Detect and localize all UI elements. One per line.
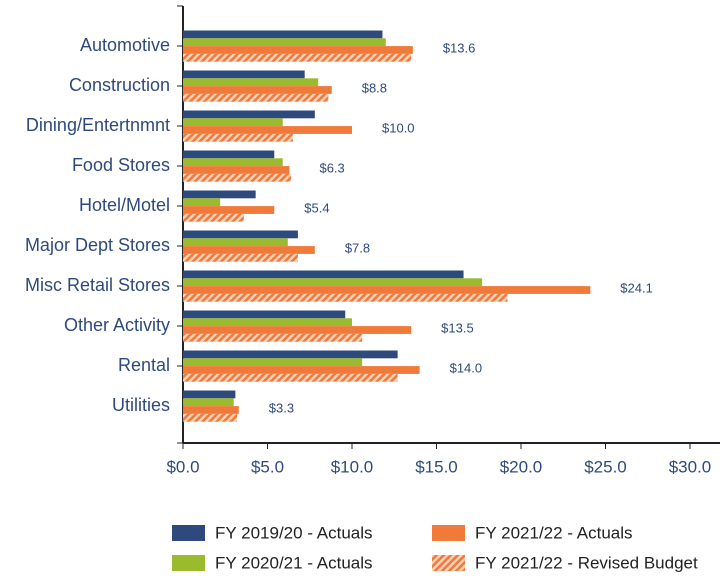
bar bbox=[183, 198, 221, 207]
bar bbox=[183, 126, 352, 134]
bar bbox=[183, 326, 412, 334]
data-label: $14.0 bbox=[450, 360, 483, 375]
bar bbox=[183, 93, 329, 102]
x-tick-label: $15.0 bbox=[415, 457, 458, 476]
y-tick-label: Rental bbox=[118, 355, 170, 375]
bar bbox=[183, 46, 413, 54]
legend-label: FY 2021/22 - Actuals bbox=[475, 523, 633, 542]
data-label: $6.3 bbox=[319, 160, 344, 175]
y-tick-label: Automotive bbox=[80, 35, 170, 55]
y-tick-label: Construction bbox=[69, 75, 170, 95]
legend-swatch bbox=[432, 555, 465, 571]
bar bbox=[183, 333, 363, 342]
bar bbox=[183, 118, 283, 127]
bar bbox=[183, 86, 332, 94]
bar bbox=[183, 173, 292, 182]
y-tick-label: Dining/Entertnmnt bbox=[26, 115, 170, 135]
bar bbox=[183, 133, 293, 142]
bar bbox=[183, 38, 386, 47]
bar bbox=[183, 110, 315, 119]
y-tick-label: Hotel/Motel bbox=[79, 195, 170, 215]
bar bbox=[183, 310, 346, 319]
x-tick-label: $5.0 bbox=[251, 457, 284, 476]
data-label: $13.5 bbox=[441, 320, 474, 335]
y-tick-label: Food Stores bbox=[72, 155, 170, 175]
data-label: $7.8 bbox=[345, 240, 370, 255]
legend-swatch bbox=[172, 555, 205, 571]
legend-label: FY 2019/20 - Actuals bbox=[215, 523, 373, 542]
data-label: $10.0 bbox=[382, 120, 415, 135]
y-tick-label: Major Dept Stores bbox=[25, 235, 170, 255]
bar bbox=[183, 166, 290, 174]
x-tick-label: $30.0 bbox=[669, 457, 712, 476]
bar bbox=[183, 270, 464, 279]
bar bbox=[183, 406, 239, 414]
legend-swatch bbox=[432, 525, 465, 541]
y-tick-label: Misc Retail Stores bbox=[25, 275, 170, 295]
bar bbox=[183, 30, 383, 39]
bar bbox=[183, 70, 305, 79]
bar bbox=[183, 358, 363, 367]
bar bbox=[183, 286, 591, 294]
bar bbox=[183, 413, 238, 422]
bar bbox=[183, 213, 244, 222]
bar bbox=[183, 390, 236, 399]
bar bbox=[183, 373, 398, 382]
bar bbox=[183, 238, 288, 247]
bar bbox=[183, 278, 483, 287]
bar bbox=[183, 398, 234, 407]
bar bbox=[183, 190, 256, 199]
bar bbox=[183, 366, 420, 374]
data-label: $13.6 bbox=[443, 40, 476, 55]
data-label: $3.3 bbox=[269, 400, 294, 415]
bar bbox=[183, 253, 298, 262]
bar bbox=[183, 293, 508, 302]
x-tick-label: $25.0 bbox=[584, 457, 627, 476]
bar bbox=[183, 158, 283, 167]
data-label: $8.8 bbox=[362, 80, 387, 95]
legend-label: FY 2020/21 - Actuals bbox=[215, 553, 373, 572]
bar bbox=[183, 53, 412, 62]
y-tick-label: Utilities bbox=[112, 395, 170, 415]
data-label: $5.4 bbox=[304, 200, 329, 215]
bar bbox=[183, 230, 298, 239]
legend-swatch bbox=[172, 525, 205, 541]
x-tick-label: $10.0 bbox=[331, 457, 374, 476]
bar bbox=[183, 350, 398, 359]
bar bbox=[183, 78, 319, 87]
bar bbox=[183, 246, 315, 254]
x-tick-label: $0.0 bbox=[166, 457, 199, 476]
bar bbox=[183, 318, 352, 327]
x-tick-label: $20.0 bbox=[500, 457, 543, 476]
legend-label: FY 2021/22 - Revised Budget bbox=[475, 553, 698, 572]
bar bbox=[183, 206, 275, 214]
bar bbox=[183, 150, 275, 159]
data-label: $24.1 bbox=[620, 280, 653, 295]
y-tick-label: Other Activity bbox=[64, 315, 170, 335]
